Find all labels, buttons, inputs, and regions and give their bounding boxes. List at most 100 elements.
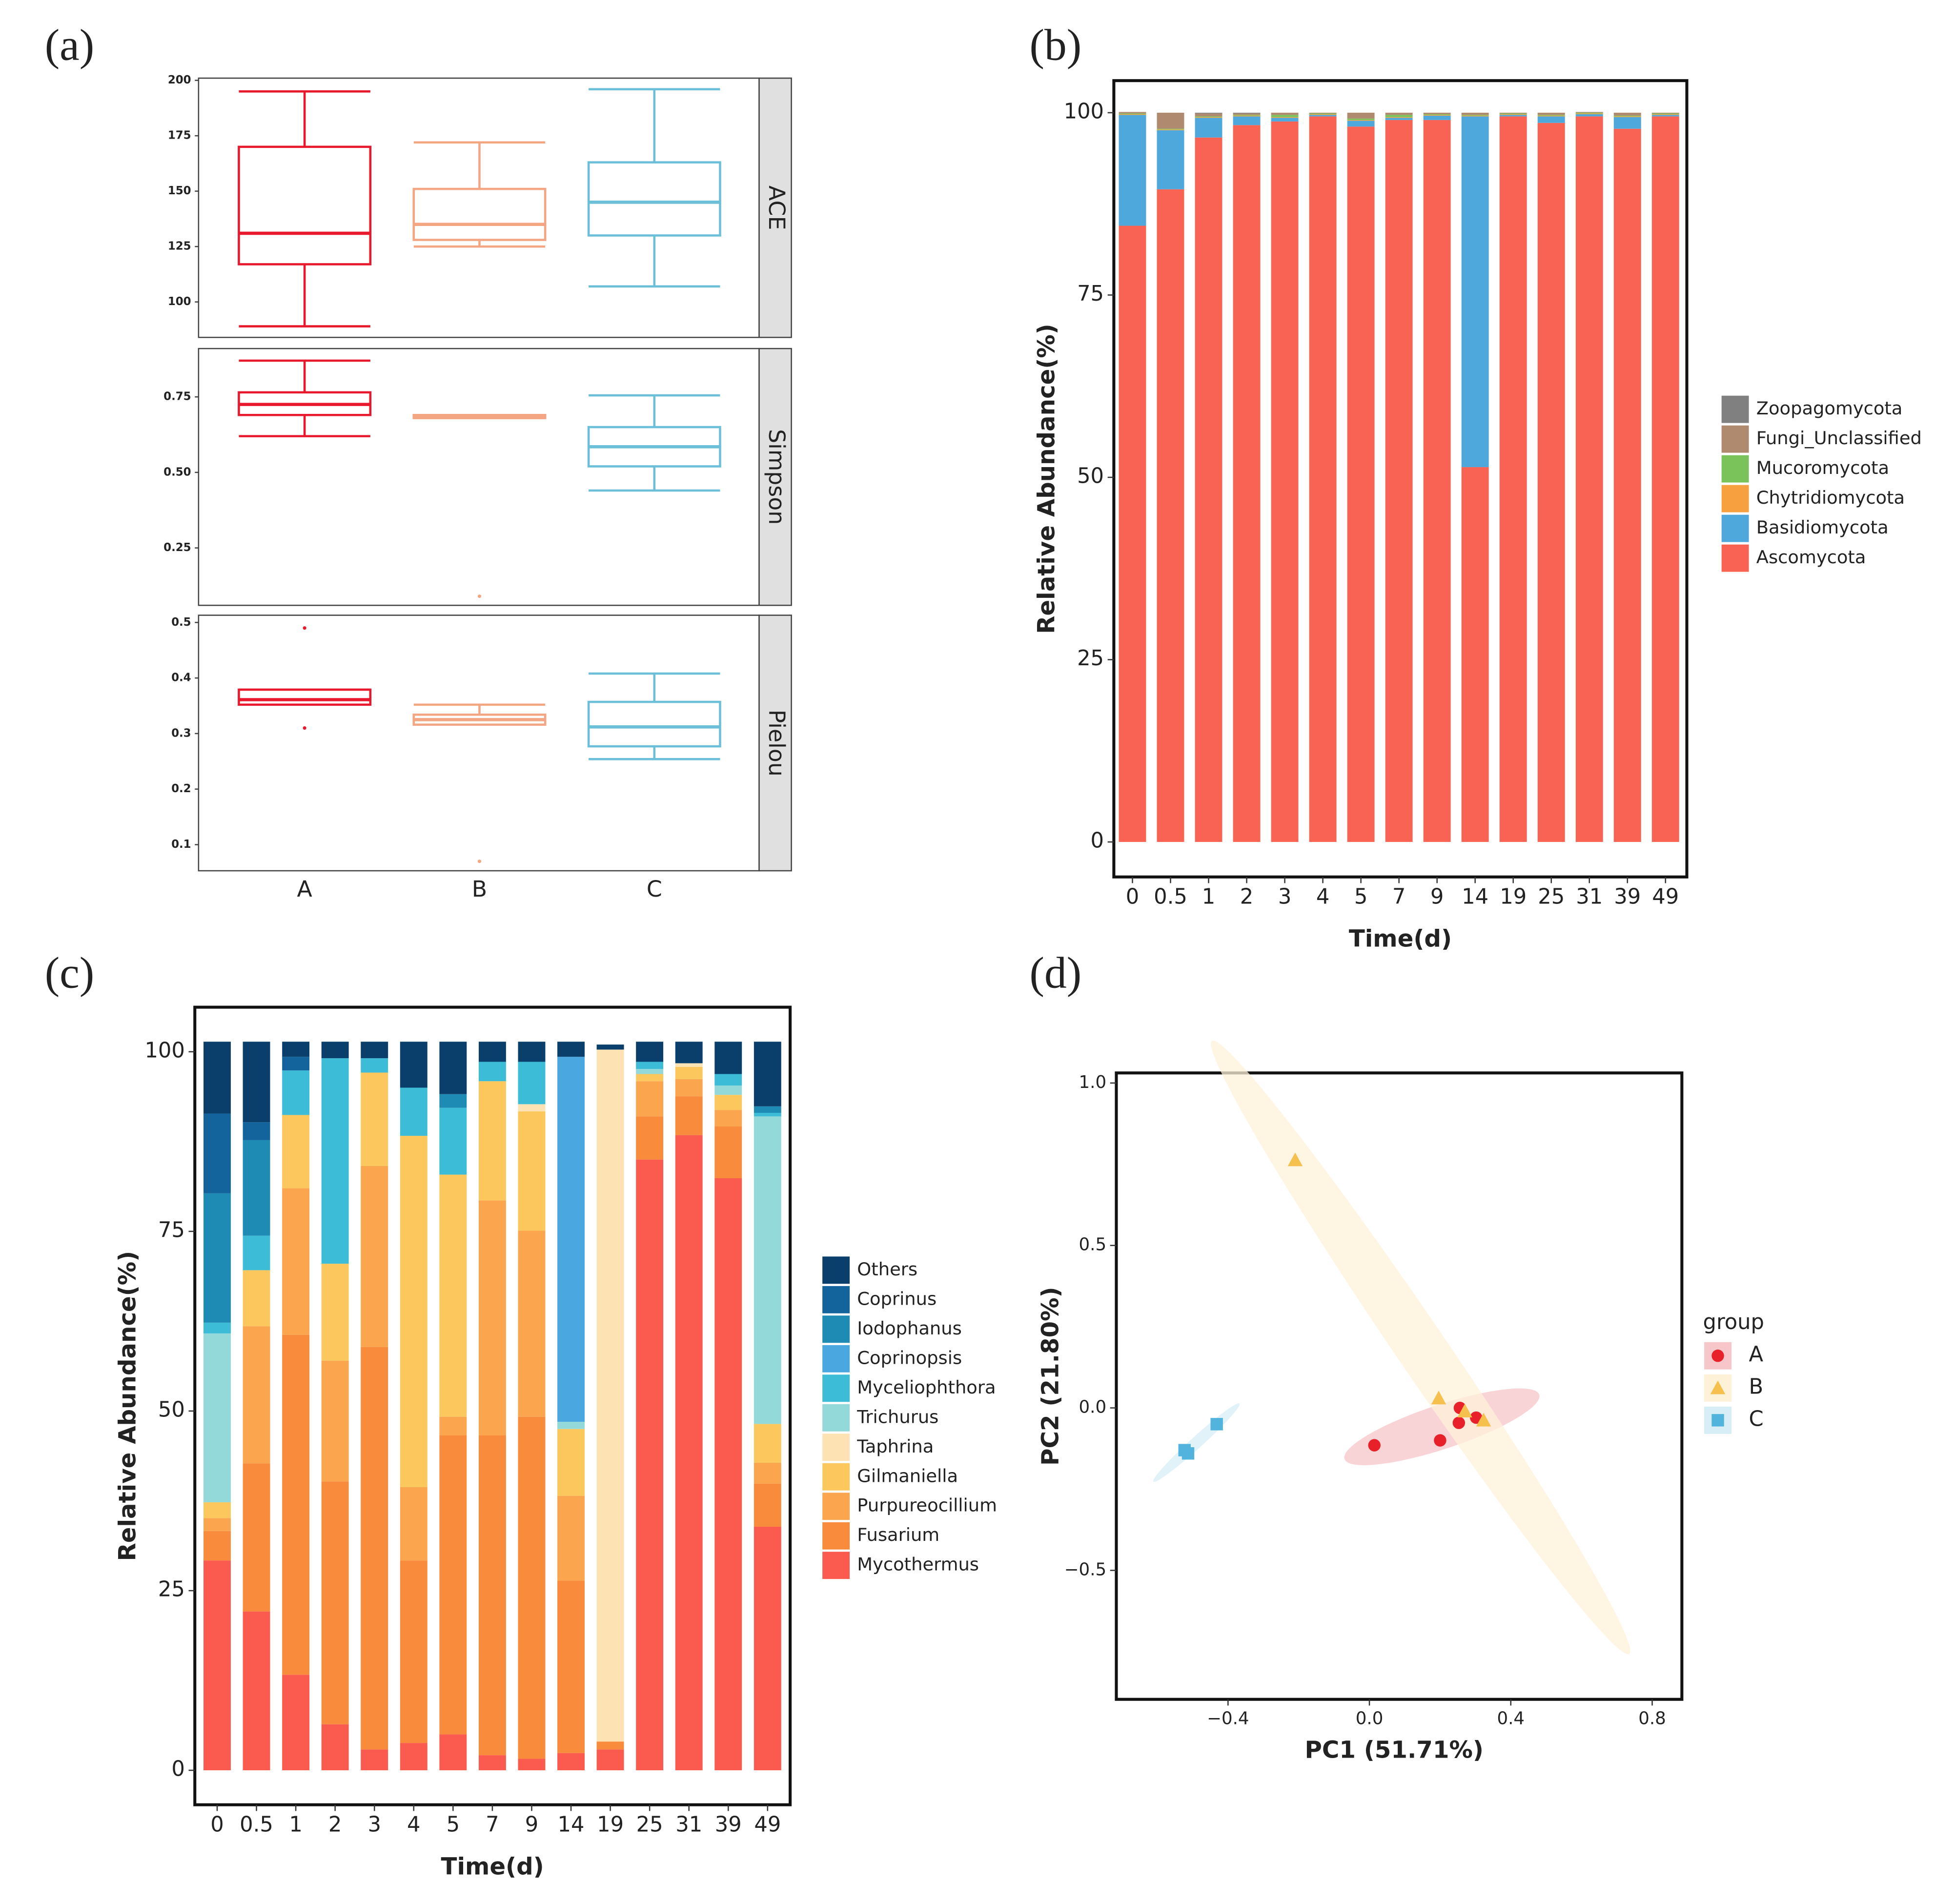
bar-segment (400, 1560, 428, 1743)
bar-segment (204, 1113, 231, 1193)
y-axis-label: Relative Abundance(%) (1033, 324, 1060, 634)
bar-segment (204, 1518, 231, 1531)
legend-swatch (822, 1345, 850, 1372)
bar-segment (478, 1755, 506, 1771)
y-tick-label: 75 (158, 1218, 185, 1242)
bar-segment (361, 1072, 388, 1166)
bar-segment (754, 1483, 781, 1527)
bar-segment (1233, 125, 1261, 842)
outlier (477, 594, 482, 598)
legend-marker (1710, 1380, 1726, 1394)
point (1434, 1434, 1446, 1447)
bar-segment (204, 1193, 231, 1323)
bar-segment (243, 1326, 270, 1464)
bar-segment (636, 1042, 664, 1062)
x-tick-label: 7 (486, 1812, 499, 1837)
x-axis-label: Time(d) (441, 1853, 544, 1880)
bar-segment (518, 1230, 546, 1417)
bar-segment (243, 1270, 270, 1327)
bar-segment (243, 1122, 270, 1140)
bar-segment (1195, 117, 1222, 118)
y-tick-label: 125 (168, 240, 191, 253)
x-tick-label: −0.4 (1207, 1708, 1249, 1728)
bar-segment (321, 1042, 349, 1059)
legend-label: Fungi_Unclassified (1756, 428, 1922, 449)
bar-segment (1271, 115, 1299, 117)
bar-segment (321, 1058, 349, 1264)
legend-label: Coprinopsis (857, 1347, 962, 1368)
facet-label: ACE (764, 185, 790, 230)
bar-segment (204, 1042, 231, 1114)
bar-segment (596, 1044, 624, 1050)
bar-segment (675, 1066, 703, 1079)
bar-segment (321, 1360, 349, 1482)
bar-segment (754, 1526, 781, 1771)
bar-segment (1385, 112, 1413, 115)
y-axis-label: Relative Abundance(%) (114, 1251, 142, 1561)
legend-swatch (822, 1522, 850, 1550)
bar-segment (361, 1749, 388, 1771)
bar-segment (714, 1110, 742, 1126)
legend-swatch (822, 1493, 850, 1520)
x-tick-label: 19 (597, 1812, 624, 1837)
bar-segment (518, 1111, 546, 1231)
box (238, 688, 372, 706)
bar-segment (1195, 116, 1222, 117)
bar-segment (754, 1112, 781, 1117)
y-axis-label: PC2 (21.80%) (1037, 1287, 1064, 1465)
legend-label: B (1749, 1374, 1764, 1399)
point (1181, 1447, 1195, 1460)
bar-segment (439, 1107, 467, 1175)
legend-label: Basidiomycota (1756, 517, 1889, 538)
bar-segment (754, 1424, 781, 1463)
x-tick-label: 0.0 (1356, 1708, 1384, 1728)
bar-segment (1195, 113, 1222, 117)
x-axis-label: Time(d) (1349, 925, 1452, 952)
bar-segment (282, 1334, 310, 1675)
y-tick-label: 25 (1077, 646, 1104, 671)
bar-segment (400, 1136, 428, 1487)
box (412, 187, 547, 241)
bar-segment (596, 1741, 624, 1750)
bar-segment (282, 1057, 310, 1071)
point (1457, 1403, 1472, 1417)
x-tick-label: C (647, 876, 662, 902)
y-tick-label: 175 (168, 129, 191, 142)
point (1368, 1439, 1381, 1452)
x-tick-label: 39 (1614, 884, 1641, 909)
bar-segment (675, 1063, 703, 1067)
bar-segment (1157, 189, 1184, 842)
facet-strip (758, 77, 792, 338)
bar-segment (636, 1081, 664, 1117)
bar-segment (1651, 114, 1679, 115)
bar-segment (282, 1188, 310, 1335)
bar-segment (478, 1062, 506, 1082)
bar-segment (1613, 128, 1641, 842)
x-tick-label: 49 (1652, 884, 1679, 909)
y-tick-label: 0.75 (163, 390, 191, 403)
bar-segment (282, 1115, 310, 1188)
x-tick-label: B (472, 876, 487, 902)
bar-segment (243, 1463, 270, 1612)
legend-label: Fusarium (857, 1524, 939, 1545)
y-tick-label: 75 (1077, 282, 1104, 306)
legend-swatch (822, 1404, 850, 1432)
x-tick-label: 4 (1316, 884, 1329, 909)
bar-segment (1119, 114, 1146, 115)
point (1476, 1413, 1491, 1427)
bar-segment (282, 1070, 310, 1115)
bar-segment (361, 1347, 388, 1750)
bar-segment (1157, 112, 1184, 129)
y-tick-label: 50 (158, 1397, 185, 1422)
bar-segment (557, 1429, 585, 1496)
point (1287, 1152, 1303, 1167)
bar-segment (675, 1096, 703, 1135)
bar-segment (754, 1106, 781, 1113)
point (1452, 1416, 1466, 1429)
legend-label: C (1749, 1407, 1764, 1431)
legend-label: Trichurus (856, 1406, 938, 1427)
y-tick-label: 0 (171, 1757, 184, 1781)
legend-marker (1711, 1414, 1724, 1427)
point (1431, 1391, 1446, 1405)
bar-segment (321, 1481, 349, 1724)
